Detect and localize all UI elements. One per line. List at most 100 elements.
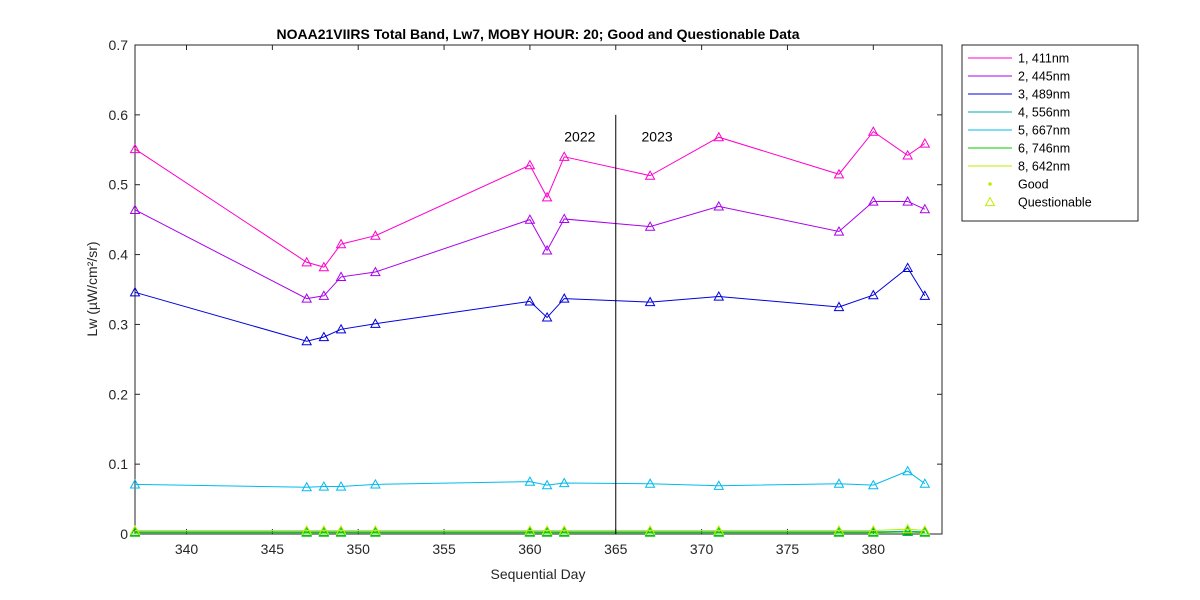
data-point [335, 480, 347, 491]
legend-item: Questionable [984, 196, 1092, 210]
data-point [301, 527, 313, 537]
legend-item: 4, 556nm [968, 106, 1070, 120]
data-point [833, 301, 845, 312]
legend-label: Questionable [1018, 196, 1092, 210]
data-point [318, 331, 330, 342]
data-point [902, 465, 914, 476]
data-point [301, 293, 313, 303]
y-tick-label: 0.4 [109, 247, 129, 263]
data-point [902, 523, 914, 534]
series-line [134, 267, 926, 342]
data-point [833, 225, 845, 236]
legend-item: 1, 411nm [968, 52, 1069, 66]
data-point [919, 478, 931, 488]
data-point [335, 524, 347, 535]
data-point [541, 527, 553, 537]
legend-label: 2, 445nm [1018, 70, 1070, 84]
data-point [370, 527, 381, 537]
data-point [867, 126, 879, 136]
x-tick-label: 360 [518, 541, 542, 557]
data-point [318, 524, 330, 535]
data-point [867, 524, 879, 535]
legend-label: 3, 489nm [1018, 88, 1070, 102]
legend-item: 2, 445nm [968, 70, 1070, 84]
plot-area [134, 44, 943, 535]
data-point [644, 478, 656, 488]
series-1 [129, 126, 931, 272]
data-point [558, 151, 570, 161]
data-point [902, 526, 914, 537]
x-tick-label: 365 [604, 541, 628, 557]
data-point [335, 271, 347, 282]
annotation-text: 2023 [642, 128, 673, 144]
y-axis-label: Lw (µW/cm²/sr) [84, 241, 100, 336]
data-point [318, 527, 330, 537]
data-point [833, 524, 845, 535]
legend-marker-dot [988, 182, 992, 186]
series-2 [129, 195, 931, 303]
data-point [919, 203, 931, 214]
data-point [541, 244, 553, 255]
legend-item: 3, 489nm [968, 88, 1070, 102]
data-point [524, 295, 536, 306]
data-point [558, 527, 570, 537]
data-point [129, 527, 141, 537]
legend-label: 4, 556nm [1018, 106, 1070, 120]
x-axis-ticks: 340 345 350 355 360 365 370 375 380 [175, 45, 885, 557]
data-point [524, 527, 536, 537]
y-tick-label: 0.6 [109, 107, 129, 123]
legend-item: 8, 642nm [968, 160, 1070, 174]
data-point [558, 213, 570, 224]
data-point [644, 296, 656, 307]
data-point [867, 289, 879, 300]
data-point [335, 323, 347, 334]
data-point [318, 480, 330, 491]
legend-item: 5, 667nm [968, 124, 1070, 138]
data-point [335, 238, 347, 249]
data-point [558, 524, 570, 535]
y-tick-label: 0.5 [109, 177, 129, 193]
data-point [541, 191, 553, 202]
data-point [541, 311, 553, 322]
data-point [301, 524, 313, 535]
data-point [919, 527, 931, 537]
data-point [713, 200, 725, 211]
data-point [558, 293, 570, 303]
data-point [524, 214, 536, 224]
data-point [833, 168, 845, 179]
series-6 [129, 526, 931, 537]
chart-title: NOAA21VIIRS Total Band, Lw7, MOBY HOUR: … [277, 26, 800, 42]
data-point [129, 143, 141, 154]
data-point [713, 290, 725, 301]
legend-label: 1, 411nm [1018, 52, 1069, 66]
x-tick-label: 350 [347, 541, 371, 557]
legend-label: 6, 746nm [1018, 142, 1070, 156]
x-axis-label: Sequential Day [491, 566, 586, 582]
data-point [370, 230, 381, 240]
x-tick-label: 380 [862, 541, 886, 557]
legend-marker-triangle [984, 196, 996, 207]
data-point [644, 527, 656, 537]
data-point [833, 527, 845, 537]
data-point [129, 524, 141, 535]
data-point [370, 266, 381, 277]
data-point [301, 335, 313, 346]
y-tick-label: 0.1 [109, 456, 129, 472]
data-point [301, 256, 313, 267]
series-line [134, 200, 926, 300]
data-point [129, 478, 141, 489]
legend-item: Good [988, 178, 1049, 192]
data-point [318, 290, 330, 300]
legend-label: Good [1018, 178, 1049, 192]
data-point [713, 524, 725, 535]
series-5 [129, 465, 931, 492]
series-3 [129, 262, 931, 346]
legend-item: 6, 746nm [968, 142, 1070, 156]
data-point [867, 479, 879, 490]
annotation-text: 2022 [564, 128, 595, 144]
data-point [902, 149, 914, 160]
series-line [134, 130, 926, 268]
data-point [524, 476, 536, 486]
data-point [370, 318, 381, 328]
